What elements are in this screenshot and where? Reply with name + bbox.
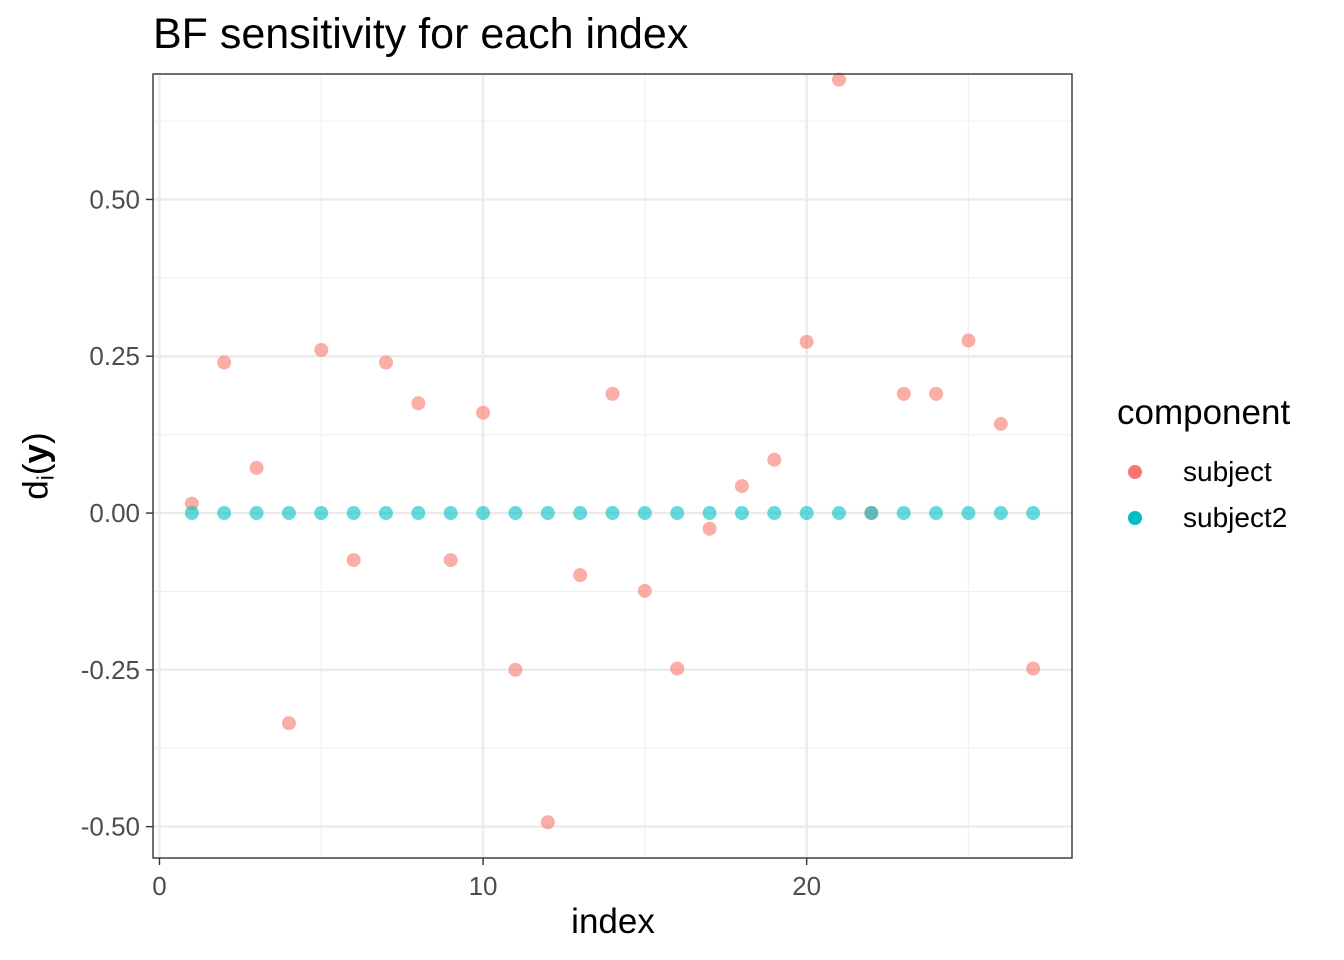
point-subject2-3 xyxy=(249,506,264,521)
legend-label-subject: subject xyxy=(1183,456,1272,487)
y-axis-label-close: ) xyxy=(16,432,56,444)
y-tick-label: 0.50 xyxy=(89,184,140,214)
point-subject2-26 xyxy=(993,506,1008,521)
legend-item-subject: subject xyxy=(1128,456,1272,487)
point-subject-7 xyxy=(378,355,393,370)
point-subject-16 xyxy=(670,661,685,676)
point-subject2-14 xyxy=(605,506,620,521)
point-subject-10 xyxy=(476,405,491,420)
point-subject-2 xyxy=(217,355,232,370)
x-axis-label: index xyxy=(571,902,655,941)
point-subject-26 xyxy=(993,416,1008,431)
y-axis-label-open: ( xyxy=(16,463,56,476)
y-tick-label: -0.25 xyxy=(81,655,140,685)
point-subject2-5 xyxy=(314,506,329,521)
legend-label-subject2: subject2 xyxy=(1183,502,1288,533)
panel-frame xyxy=(152,73,1073,859)
data-points xyxy=(184,72,1041,830)
legend-item-subject2: subject2 xyxy=(1128,502,1287,533)
point-subject2-17 xyxy=(702,506,717,521)
point-subject2-9 xyxy=(443,506,458,521)
point-subject-11 xyxy=(508,662,523,677)
axes: 0 10 20 0.50 0.25 0.00 -0.25 -0.50 xyxy=(81,184,821,901)
y-axis-label-main: d xyxy=(16,480,56,500)
point-subject2-27 xyxy=(1026,506,1041,521)
point-subject2-6 xyxy=(346,506,361,521)
y-tick-label: 0.25 xyxy=(89,341,140,371)
point-subject-15 xyxy=(637,583,652,598)
point-subject2-24 xyxy=(929,506,944,521)
legend-title: component xyxy=(1117,393,1291,432)
point-subject2-22 xyxy=(864,506,879,521)
point-subject2-2 xyxy=(217,506,232,521)
point-subject2-21 xyxy=(832,506,847,521)
point-subject-13 xyxy=(573,568,588,583)
point-subject-20 xyxy=(799,334,814,349)
y-axis-label: di(y) xyxy=(17,432,60,499)
chart-title: BF sensitivity for each index xyxy=(153,10,689,58)
point-subject2-4 xyxy=(281,506,296,521)
y-axis-label-variable: y xyxy=(16,443,56,464)
point-subject-12 xyxy=(540,815,555,830)
point-subject2-13 xyxy=(573,506,588,521)
x-tick-label: 20 xyxy=(792,871,821,901)
point-subject-8 xyxy=(411,396,426,411)
point-subject2-10 xyxy=(476,506,491,521)
point-subject2-25 xyxy=(961,506,976,521)
legend-key-subject xyxy=(1128,465,1142,479)
y-tick-label: -0.50 xyxy=(81,812,140,842)
point-subject2-1 xyxy=(184,506,199,521)
point-subject-14 xyxy=(605,386,620,401)
point-subject-5 xyxy=(314,342,329,357)
x-tick-label: 0 xyxy=(152,871,166,901)
panel-background xyxy=(153,74,1072,858)
point-subject-17 xyxy=(702,521,717,536)
x-tick-label: 10 xyxy=(469,871,498,901)
point-subject2-7 xyxy=(378,506,393,521)
point-subject2-12 xyxy=(540,506,555,521)
point-subject-24 xyxy=(929,386,944,401)
legend-key-subject2 xyxy=(1128,511,1142,525)
y-tick-label: 0.00 xyxy=(89,498,140,528)
point-subject-6 xyxy=(346,553,361,568)
point-subject-9 xyxy=(443,553,458,568)
point-subject2-15 xyxy=(637,506,652,521)
point-subject-25 xyxy=(961,333,976,348)
point-subject-21 xyxy=(832,72,847,87)
point-subject2-8 xyxy=(411,506,426,521)
point-subject2-16 xyxy=(670,506,685,521)
point-subject-19 xyxy=(767,452,782,467)
point-subject-18 xyxy=(734,479,749,494)
point-subject2-20 xyxy=(799,506,814,521)
panel-border xyxy=(152,73,1073,859)
plot-panel xyxy=(153,74,1072,858)
point-subject-3 xyxy=(249,460,264,475)
point-subject2-23 xyxy=(896,506,911,521)
point-subject2-18 xyxy=(734,506,749,521)
y-axis-label-subscript: i xyxy=(32,475,59,481)
point-subject2-19 xyxy=(767,506,782,521)
point-subject-23 xyxy=(896,386,911,401)
point-subject-27 xyxy=(1026,661,1041,676)
point-subject2-11 xyxy=(508,506,523,521)
point-subject-4 xyxy=(281,716,296,731)
